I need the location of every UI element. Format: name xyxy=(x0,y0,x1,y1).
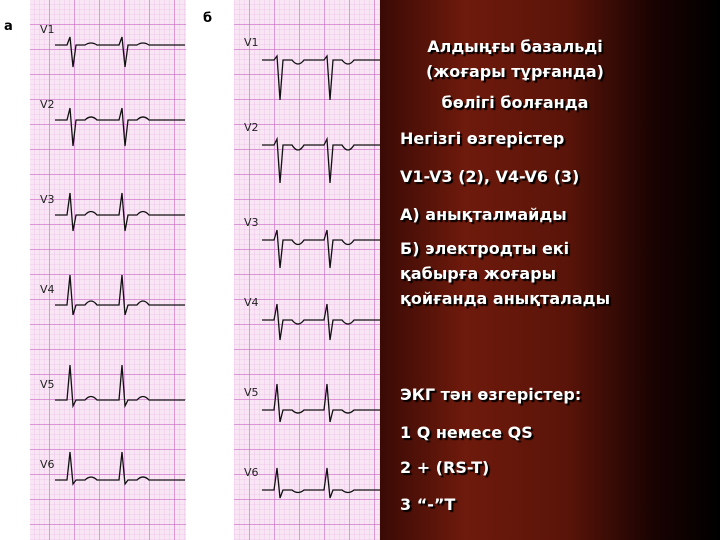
lead-label: V6 xyxy=(244,466,259,479)
ecg-trace xyxy=(262,54,380,101)
text-line: А) анықталмайды xyxy=(400,205,567,224)
heading: Алдыңғы базальді (жоғары тұрғанда) xyxy=(426,37,604,81)
lead-label: V4 xyxy=(244,296,259,309)
text-line: 3 “-”T xyxy=(400,495,456,514)
lead-label: V5 xyxy=(244,386,259,399)
panel-label: а xyxy=(4,19,13,34)
text-panel: Алдыңғы базальді (жоғары тұрғанда) бөліг… xyxy=(380,0,720,540)
ecg-trace xyxy=(55,274,185,316)
ecg-trace xyxy=(55,364,185,409)
lead-label: V1 xyxy=(40,23,55,36)
ecg-trace xyxy=(55,36,185,68)
ecg-trace xyxy=(55,451,185,486)
lead-label: V3 xyxy=(40,193,55,206)
text-line: Негізгі өзгерістер xyxy=(400,129,565,148)
text-line: 2 + (RS-T) xyxy=(400,458,490,477)
heading: бөлігі болғанда xyxy=(441,93,589,112)
ecg-figure: а б V1 V2 V3 V4 V5 V6 V1 V2 V3 V4 V5 V6 xyxy=(4,0,380,540)
lead-label: V4 xyxy=(40,283,55,296)
lead-label: V2 xyxy=(40,98,55,111)
text-line: ЭКГ тән өзгерістер: xyxy=(400,385,582,404)
lead-label: V6 xyxy=(40,458,55,471)
text-line: 1 Q немесе QS xyxy=(400,423,533,442)
ecg-trace xyxy=(262,467,380,499)
ecg-trace xyxy=(55,107,185,147)
ecg-trace xyxy=(55,192,185,232)
lead-label: V3 xyxy=(244,216,259,229)
panel-label: б xyxy=(203,11,212,26)
ecg-trace xyxy=(262,383,380,423)
ecg-trace xyxy=(262,229,380,269)
lead-label: V2 xyxy=(244,121,259,134)
lead-label: V1 xyxy=(244,36,259,49)
ecg-trace xyxy=(262,136,380,184)
text-line: V1-V3 (2), V4-V6 (3) xyxy=(400,167,580,186)
text-line: Б) электродты екі қабырға жоғары қойғанд… xyxy=(400,239,611,308)
lead-label: V5 xyxy=(40,378,55,391)
ecg-trace xyxy=(262,303,380,341)
